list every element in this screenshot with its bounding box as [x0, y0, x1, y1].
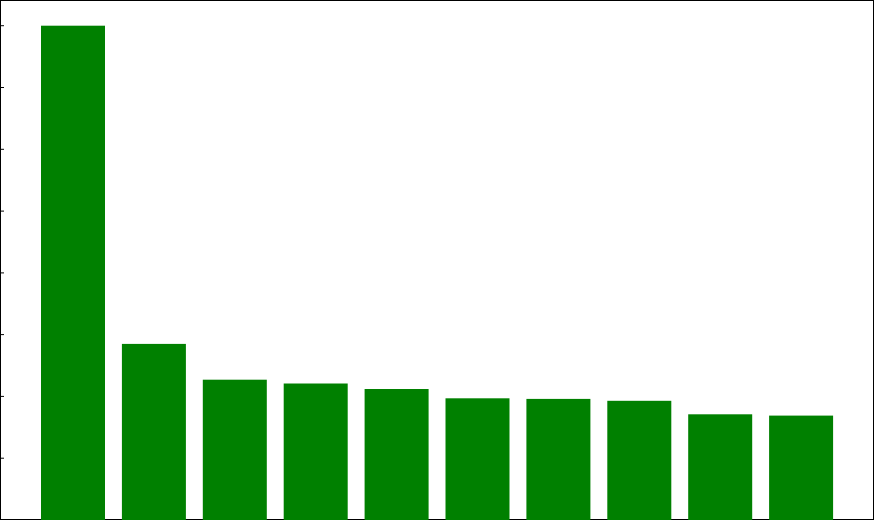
bar-6: [445, 398, 510, 520]
bars: [41, 25, 834, 520]
bar-4: [283, 383, 348, 520]
bar-7: [526, 398, 591, 520]
bar-3: [202, 379, 267, 520]
bar-2: [121, 343, 186, 520]
y-ticks: [0, 25, 4, 459]
bar-9: [688, 414, 753, 520]
bar-10: [769, 415, 834, 520]
bar-8: [607, 400, 672, 520]
bar-5: [364, 389, 429, 520]
bar-1: [41, 25, 105, 520]
